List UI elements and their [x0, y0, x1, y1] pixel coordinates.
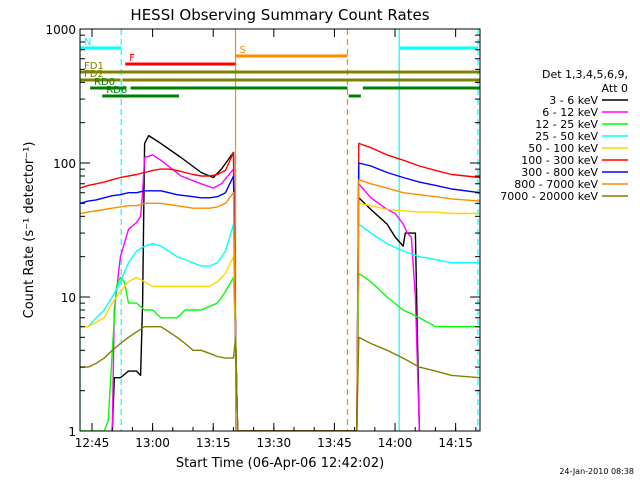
legend-label-3: 25 - 50 keV — [535, 130, 598, 143]
series-line-5 — [80, 142, 480, 431]
flag-label-n: N — [84, 37, 91, 48]
legend-label-6: 300 - 800 keV — [521, 166, 598, 179]
series-line-2 — [80, 272, 480, 431]
series-line-0 — [111, 134, 421, 431]
plot-frame — [79, 28, 481, 432]
legend-header-1: Det 1,3,4,5,6,9, — [542, 68, 628, 81]
y-tick-label-2: 100 — [53, 157, 76, 171]
series-line-1 — [111, 154, 421, 431]
y-tick-label-1: 10 — [61, 291, 76, 305]
legend-label-4: 50 - 100 keV — [528, 142, 598, 155]
chart-title: HESSI Observing Summary Count Rates — [130, 6, 429, 24]
x-tick-label-5: 14:00 — [378, 436, 413, 450]
legend-label-7: 800 - 7000 keV — [514, 178, 598, 191]
y-tick-label-3: 1000 — [45, 23, 76, 37]
series-line-6 — [80, 162, 480, 431]
series-line-8 — [80, 326, 480, 431]
y-axis: 1 10 100 1000 — [45, 23, 480, 439]
legend-header-2: Att 0 — [602, 82, 628, 95]
x-tick-label-1: 13:00 — [135, 436, 170, 450]
x-axis-label: Start Time (06-Apr-06 12:42:02) — [176, 456, 384, 471]
legend-label-0: 3 - 6 keV — [549, 94, 598, 107]
date-stamp: 24-Jan-2010 08:38 — [559, 467, 634, 476]
series-line-4 — [80, 202, 480, 431]
x-tick-label-2: 13:15 — [196, 436, 231, 450]
y-axis-label: Count Rate (s⁻¹ detector⁻¹) — [22, 142, 37, 319]
x-tick-label-0: 12:45 — [75, 436, 110, 450]
x-tick-label-6: 14:15 — [438, 436, 473, 450]
legend-label-5: 100 - 300 keV — [521, 154, 598, 167]
y-tick-label-0: 1 — [68, 425, 76, 439]
flag-label-fd2: FD2 — [84, 69, 104, 80]
x-tick-label-3: 13:30 — [257, 436, 292, 450]
legend-label-2: 12 - 25 keV — [535, 118, 598, 131]
legend-label-1: 6 - 12 keV — [542, 106, 598, 119]
x-axis: 12:45 13:00 13:15 13:30 13:45 14:00 14:15 — [75, 29, 477, 450]
flag-label-rd6: RD6 — [106, 85, 127, 96]
series-line-3 — [80, 223, 480, 431]
series-line-7 — [80, 178, 480, 431]
series-lines — [80, 134, 480, 431]
flag-label-s: S — [240, 45, 246, 56]
flag-label-f: F — [129, 53, 135, 64]
flag-label-rd0: RD0 — [94, 77, 115, 88]
flag-label-fd1: FD1 — [84, 61, 104, 72]
x-tick-label-4: 13:45 — [317, 436, 352, 450]
legend-label-8: 7000 - 20000 keV — [500, 190, 598, 203]
